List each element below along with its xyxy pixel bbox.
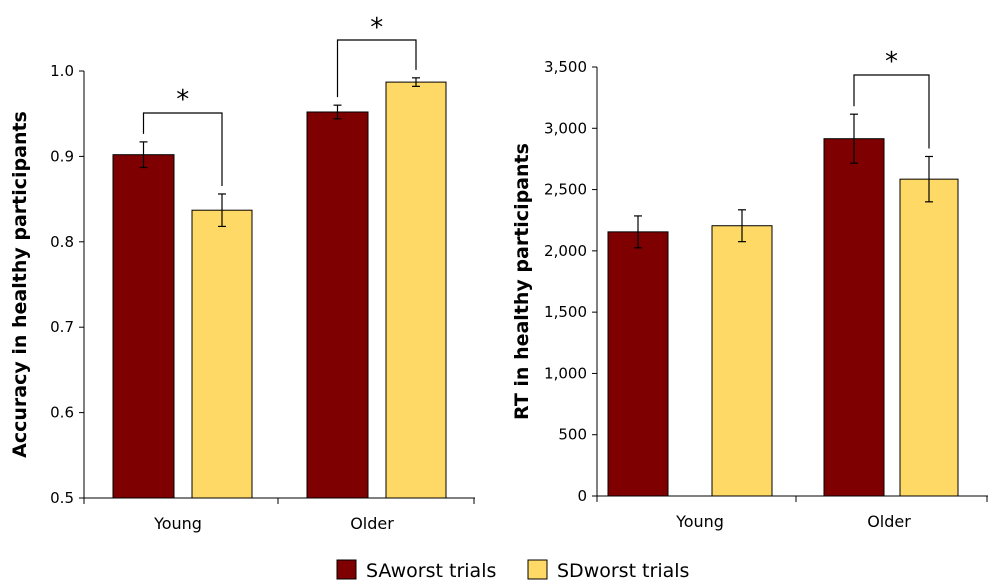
legend-label-sdworst: SDworst trials xyxy=(557,560,689,582)
y-tick-label: 0.5 xyxy=(50,489,74,507)
y-tick-label: 3,000 xyxy=(544,119,587,137)
significance-bracket xyxy=(853,74,930,149)
significance-star: * xyxy=(370,13,383,43)
legend-label-saworst: SAworst trials xyxy=(366,560,496,582)
bar xyxy=(711,225,773,497)
y-tick-label: 0.9 xyxy=(50,147,74,165)
y-tick-label: 0.8 xyxy=(50,233,74,251)
legend: SAworst trials SDworst trials xyxy=(336,559,689,582)
x-tick-label: Older xyxy=(350,514,394,533)
y-tick-label: 500 xyxy=(558,426,587,444)
rt-chart: 0 500 1,000 1,500 2,000 2,500 3,000 3,500 Young O… xyxy=(511,47,988,531)
x-tick-label: Older xyxy=(867,512,911,531)
legend-swatch-sdworst xyxy=(527,559,548,580)
y-axis-label: RT in healthy participants xyxy=(511,143,533,420)
bar xyxy=(607,231,669,497)
x-tick-label: Young xyxy=(153,514,202,533)
legend-swatch-saworst xyxy=(336,559,357,580)
y-tick-label: 3,500 xyxy=(544,58,587,76)
bar xyxy=(385,81,447,499)
y-tick-label: 1.0 xyxy=(50,62,74,80)
y-tick-label: 2,000 xyxy=(544,242,587,260)
x-tick-label: Young xyxy=(675,512,724,531)
significance-bracket xyxy=(336,39,417,98)
bar xyxy=(306,111,369,499)
significance-star: * xyxy=(176,85,189,115)
y-tick-label: 2,500 xyxy=(544,181,587,199)
y-axis-label: Accuracy in healthy participants xyxy=(9,111,31,458)
significance-star: * xyxy=(885,47,898,77)
bar xyxy=(823,138,885,497)
y-tick-label: 0.6 xyxy=(50,404,74,422)
accuracy-chart: 0.5 0.6 0.7 0.8 0.9 1.0 Young Older Accuracy in … xyxy=(9,13,475,533)
y-tick-label: 1,500 xyxy=(544,303,587,321)
significance-bracket xyxy=(142,112,223,186)
bar xyxy=(191,209,253,499)
y-tick-label: 0 xyxy=(577,487,587,505)
y-tick-label: 1,000 xyxy=(544,364,587,382)
bar xyxy=(899,178,959,497)
bar xyxy=(112,154,175,499)
y-tick-label: 0.7 xyxy=(50,318,74,336)
